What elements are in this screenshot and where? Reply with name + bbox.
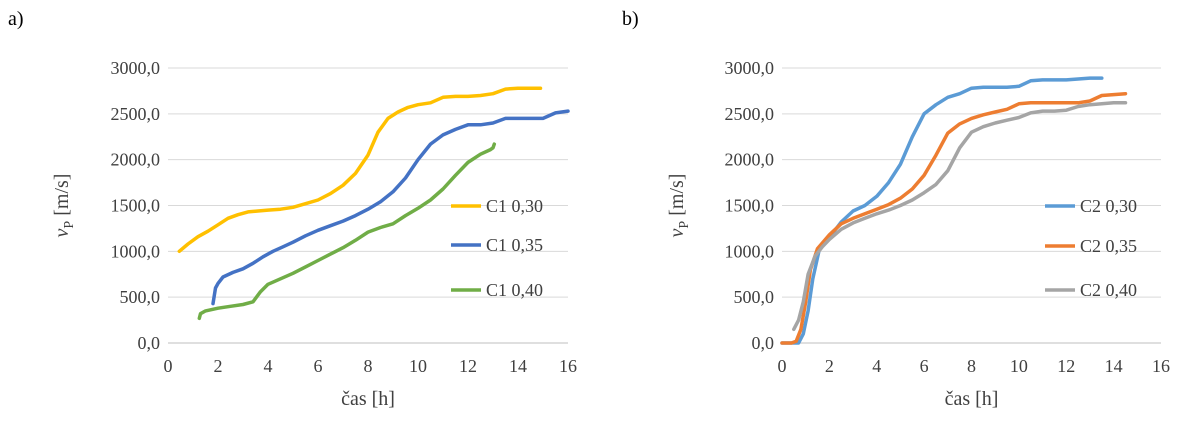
y-axis-title-unit: [m/s]	[51, 174, 73, 221]
x-tick-label: 8	[364, 356, 373, 376]
x-tick-label: 2	[214, 356, 223, 376]
panel-label: a)	[8, 8, 24, 30]
x-tick-label: 12	[1057, 356, 1075, 376]
x-tick-label: 6	[920, 356, 929, 376]
x-tick-label: 0	[164, 356, 173, 376]
legend-label: C1 0,40	[486, 280, 543, 300]
y-axis-title: vP [m/s]	[51, 174, 77, 238]
y-axis-title-subscript: P	[677, 221, 692, 229]
y-tick-label: 2000,0	[725, 150, 775, 170]
x-tick-label: 16	[1152, 356, 1170, 376]
y-tick-label: 0,0	[138, 333, 161, 353]
y-tick-label: 2500,0	[725, 104, 775, 124]
x-tick-label: 10	[409, 356, 427, 376]
x-axis-title: čas [h]	[945, 388, 999, 410]
x-tick-label: 6	[314, 356, 323, 376]
legend-label: C1 0,35	[486, 235, 543, 255]
y-tick-label: 1500,0	[111, 196, 161, 216]
y-tick-label: 500,0	[120, 287, 161, 307]
legend-label: C2 0,35	[1080, 236, 1137, 256]
y-axis-title-symbol: v	[666, 228, 688, 237]
panel-label: b)	[622, 8, 639, 30]
y-axis-title-symbol: v	[51, 228, 73, 237]
series-line-2	[211, 109, 570, 306]
x-tick-label: 14	[509, 356, 527, 376]
y-tick-label: 500,0	[734, 287, 775, 307]
x-tick-label: 0	[778, 356, 787, 376]
chart-a-svg: 0,0 500,0 1000,0 1500,0 2000,0 2500,0 3000,0 0 2…	[51, 58, 577, 410]
x-axis-title: čas [h]	[341, 388, 395, 410]
x-tick-label: 16	[559, 356, 577, 376]
y-tick-label: 1000,0	[111, 241, 161, 261]
x-tick-label: 12	[459, 356, 477, 376]
series-line-3	[792, 101, 1128, 332]
x-tick-label: 2	[825, 356, 834, 376]
y-tick-label: 0,0	[752, 333, 775, 353]
x-tick-label: 4	[264, 356, 273, 376]
y-tick-label: 1000,0	[725, 241, 775, 261]
y-tick-label: 2000,0	[111, 150, 161, 170]
chart-panel-a: a) 0,0 500,0 1000,0 1500,0 2000,0 2500,0 3000,…	[8, 8, 577, 410]
y-tick-label: 1500,0	[725, 196, 775, 216]
x-tick-label: 8	[967, 356, 976, 376]
series-line-2	[780, 91, 1128, 345]
x-tick-label: 4	[872, 356, 881, 376]
chart-panel-b: b) 0,0 500,0 1000,0 1500,0 2000,0 2500,0 3000,…	[597, 0, 1194, 423]
chart-b-svg: 0,0 500,0 1000,0 1500,0 2000,0 2500,0 3000,0 0 2…	[666, 58, 1170, 410]
series-line-1	[780, 76, 1104, 345]
series-line-3	[197, 142, 497, 321]
y-axis-title: vP [m/s]	[666, 174, 692, 238]
x-tick-label: 14	[1105, 356, 1123, 376]
legend-label: C2 0,30	[1080, 196, 1137, 216]
y-axis-title-unit: [m/s]	[666, 174, 688, 221]
legend-label: C2 0,40	[1080, 280, 1137, 300]
x-tick-label: 10	[1010, 356, 1028, 376]
y-axis-title-subscript: P	[62, 221, 77, 229]
y-tick-label: 3000,0	[111, 58, 161, 78]
y-tick-label: 2500,0	[111, 104, 161, 124]
legend-label: C1 0,30	[486, 196, 543, 216]
series-line-1	[177, 86, 543, 254]
y-tick-label: 3000,0	[725, 58, 775, 78]
